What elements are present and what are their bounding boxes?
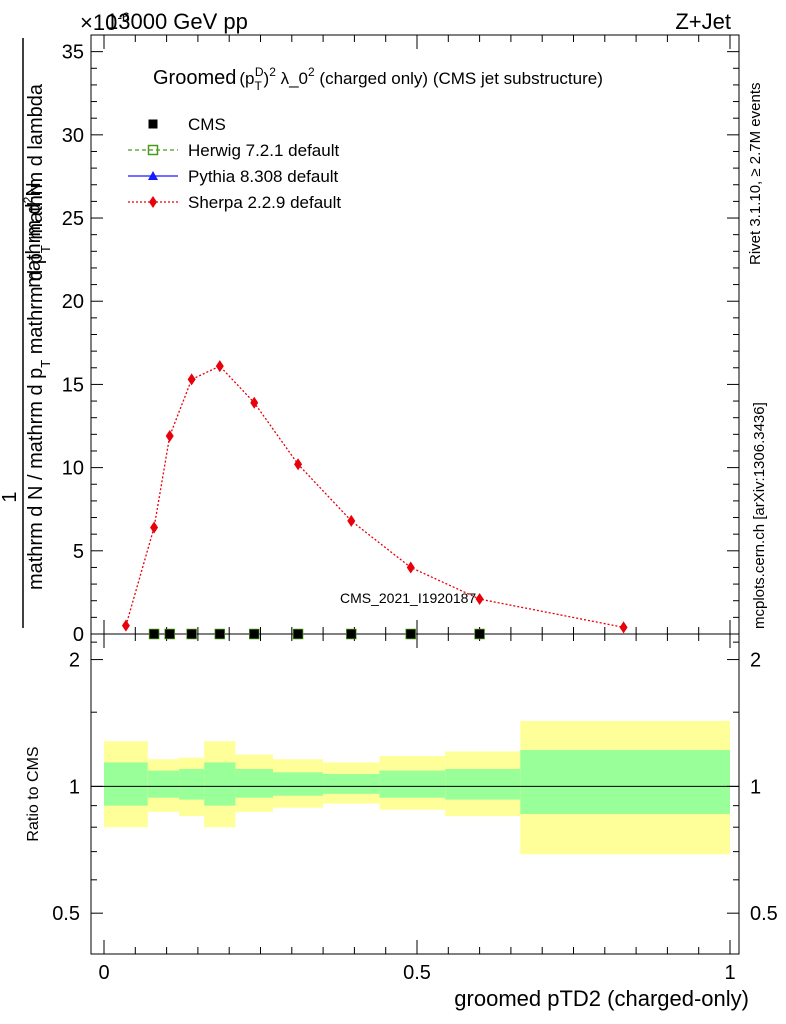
ratio-y-tick-label-right-1: 1 — [750, 776, 761, 798]
title-prefix: Groomed — [153, 67, 236, 89]
exponent-power: -6 — [117, 9, 130, 25]
ratio-band-green-0 — [104, 762, 148, 806]
ratio-x-tick-label-0: 0 — [98, 962, 109, 984]
ratio-band-green-5 — [273, 772, 324, 796]
ylabel-num-end: N — [23, 182, 45, 196]
main-y-tick-label-4: 20 — [62, 291, 84, 313]
ylabel-numerator: mathrm d2N — [21, 182, 45, 288]
series-0-point-4 — [249, 629, 259, 639]
series-3-point-3 — [187, 373, 196, 386]
ratio-band-green-8 — [445, 768, 521, 800]
series-0-point-2 — [187, 629, 197, 639]
ratio-y-tick-label-right-2: 2 — [750, 650, 761, 672]
legend-marker-1 — [147, 144, 159, 156]
energy-label: 13000 GeV pp — [106, 9, 248, 34]
series-3-point-10 — [619, 621, 628, 634]
ratio-band-green-7 — [379, 770, 446, 798]
ratio-band-green-6 — [323, 773, 380, 794]
main-y-tick-label-6: 30 — [62, 125, 84, 147]
ratio-band-green-4 — [235, 768, 274, 798]
ylabel-den-mid: mathrm d p — [25, 253, 47, 360]
legend-marker-3 — [149, 196, 157, 208]
ylabel-numerator-one: 1 — [0, 491, 21, 502]
main-y-ticks: 0 5 10 15 20 25 30 35 — [62, 34, 739, 646]
series-0-point-1 — [165, 629, 175, 639]
ratio-y-tick-label-left-1: 1 — [69, 776, 80, 798]
ylabel-den-end: mathrm d lambda — [25, 83, 47, 245]
exponent-label: ×10-6 — [80, 9, 130, 35]
sherpa-line — [125, 365, 624, 628]
legend: CMS Herwig 7.2.1 default Pythia 8.308 defa… — [128, 115, 341, 212]
ratio-band-green-9 — [520, 749, 730, 814]
main-y-tick-label-0: 0 — [73, 624, 84, 646]
exponent-base: ×10 — [80, 10, 117, 35]
ratio-y-tick-label-left-0: 0.5 — [52, 903, 80, 925]
series-3-point-0 — [121, 619, 130, 632]
mcplots-label: mcplots.cern.ch [arXiv:1306.3436] — [751, 402, 768, 629]
ylabel-num-main: mathrm d — [23, 203, 45, 287]
series-0-point-3 — [215, 629, 225, 639]
title-rest: (charged only) (CMS jet substructure) — [315, 69, 603, 88]
ylabel-den-sub2: T — [38, 245, 53, 253]
title-lambda: λ_0 — [276, 69, 308, 88]
legend-label-3: Sherpa 2.2.9 default — [188, 193, 341, 212]
series-0-point-7 — [406, 629, 416, 639]
title-D: D — [255, 65, 264, 79]
legend-marker-0 — [148, 119, 158, 129]
series-0-point-0 — [149, 629, 159, 639]
main-y-tick-label-7: 35 — [62, 42, 84, 64]
x-axis-label: groomed pTD2 (charged-only) — [454, 986, 749, 1011]
series-3-point-4 — [215, 360, 224, 373]
legend-label-2: Pythia 8.308 default — [188, 167, 339, 186]
series-0-point-6 — [346, 629, 356, 639]
series-3-point-2 — [165, 429, 174, 442]
legend-marker-2 — [148, 171, 158, 180]
process-label: Z+Jet — [675, 9, 731, 34]
series-0-point-5 — [293, 629, 303, 639]
ratio-y-tick-label-right-0: 0.5 — [750, 903, 778, 925]
main-y-tick-label-5: 25 — [62, 208, 84, 230]
ylabel-den-main: mathrm d N / mathrm d p — [25, 368, 47, 590]
title-sq2: 2 — [308, 65, 315, 79]
title-p: (p — [239, 69, 254, 88]
ylabel-den-sub: T — [38, 360, 53, 368]
ratio-x-tick-label-2: 1 — [724, 962, 735, 984]
ratio-bands — [104, 720, 730, 855]
plot-title: Groomed (pTD)2 λ_02 (charged only) (CMS j… — [153, 65, 603, 93]
ratio-y-ticks: 0.5 0.5 1 1 2 2 — [52, 641, 778, 925]
series-3-point-9 — [475, 593, 484, 606]
series-3-point-7 — [347, 514, 356, 527]
analysis-watermark: CMS_2021_I1920187 — [340, 590, 476, 606]
series-0-point-8 — [475, 629, 485, 639]
title-T: T — [255, 79, 263, 93]
main-y-label: 1 mathrm d2N mathrm d N / mathrm d pT ma… — [0, 38, 53, 628]
ylabel-num-sup: 2 — [21, 196, 35, 203]
series-3-point-1 — [150, 521, 159, 534]
series-3-point-5 — [250, 396, 259, 409]
series-layer — [121, 360, 628, 640]
ratio-band-green-2 — [179, 768, 205, 800]
main-y-tick-label-1: 5 — [73, 541, 84, 563]
main-y-tick-label-2: 10 — [62, 458, 84, 480]
ratio-x-tick-label-1: 0.5 — [403, 962, 431, 984]
title-sq: 2 — [269, 65, 276, 79]
legend-label-1: Herwig 7.2.1 default — [188, 141, 339, 160]
ratio-y-tick-label-left-2: 2 — [69, 650, 80, 672]
rivet-label: Rivet 3.1.10, ≥ 2.7M events — [747, 83, 764, 266]
ratio-band-green-3 — [204, 762, 236, 806]
main-x-ticks — [103, 35, 731, 634]
ylabel-denominator: mathrm d N / mathrm d pT mathrm d pT mat… — [25, 83, 53, 590]
ratio-band-green-1 — [147, 770, 180, 798]
main-y-tick-label-3: 15 — [62, 374, 84, 396]
series-3-point-6 — [294, 458, 303, 471]
series-3-point-8 — [406, 561, 415, 574]
title-close: ) — [264, 69, 270, 88]
legend-label-0: CMS — [188, 115, 226, 134]
ratio-y-label: Ratio to CMS — [25, 746, 42, 841]
